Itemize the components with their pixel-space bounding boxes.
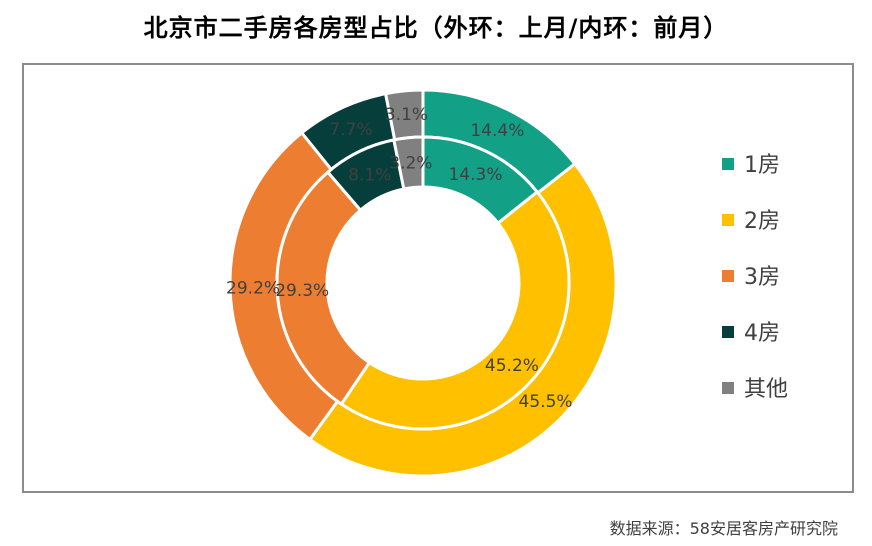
legend-swatch-1 [722,158,734,170]
legend-swatch-3 [722,270,734,282]
outer-label-5: 3.1% [385,105,428,125]
outer-label-4: 7.7% [329,120,372,140]
inner-slice-5 [392,135,425,191]
legend-label-1: 1房 [744,153,780,178]
outer-label-1: 14.4% [470,121,524,141]
inner-label-2: 45.2% [485,356,539,376]
inner-label-4: 8.1% [348,165,391,185]
chart-title: 北京市二手房各房型占比（外环：上月/内环：前月） [143,14,729,42]
inner-label-5: 3.2% [389,154,432,174]
legend-swatch-2 [722,214,734,226]
legend-label-4: 4房 [744,321,780,346]
legend-label-3: 3房 [744,265,780,290]
data-source: 数据来源：58安居客房产研究院 [609,519,838,538]
data-labels: 14.4% 45.5% 29.2% 7.7% 3.1% 14.3% 45.2% 29.3% 8.… [226,105,573,412]
outer-label-2: 45.5% [519,392,573,412]
legend-swatch-5 [722,382,734,394]
inner-ring [275,135,571,431]
inner-slice-3 [275,170,372,407]
inner-slice-2 [339,189,571,431]
outer-label-3: 29.2% [226,279,280,299]
chart-frame [22,63,854,493]
legend-label-5: 其他 [744,377,788,402]
inner-label-3: 29.3% [275,281,329,301]
legend-swatch-4 [722,326,734,338]
inner-label-1: 14.3% [448,165,502,185]
legend-label-2: 2房 [744,209,780,234]
